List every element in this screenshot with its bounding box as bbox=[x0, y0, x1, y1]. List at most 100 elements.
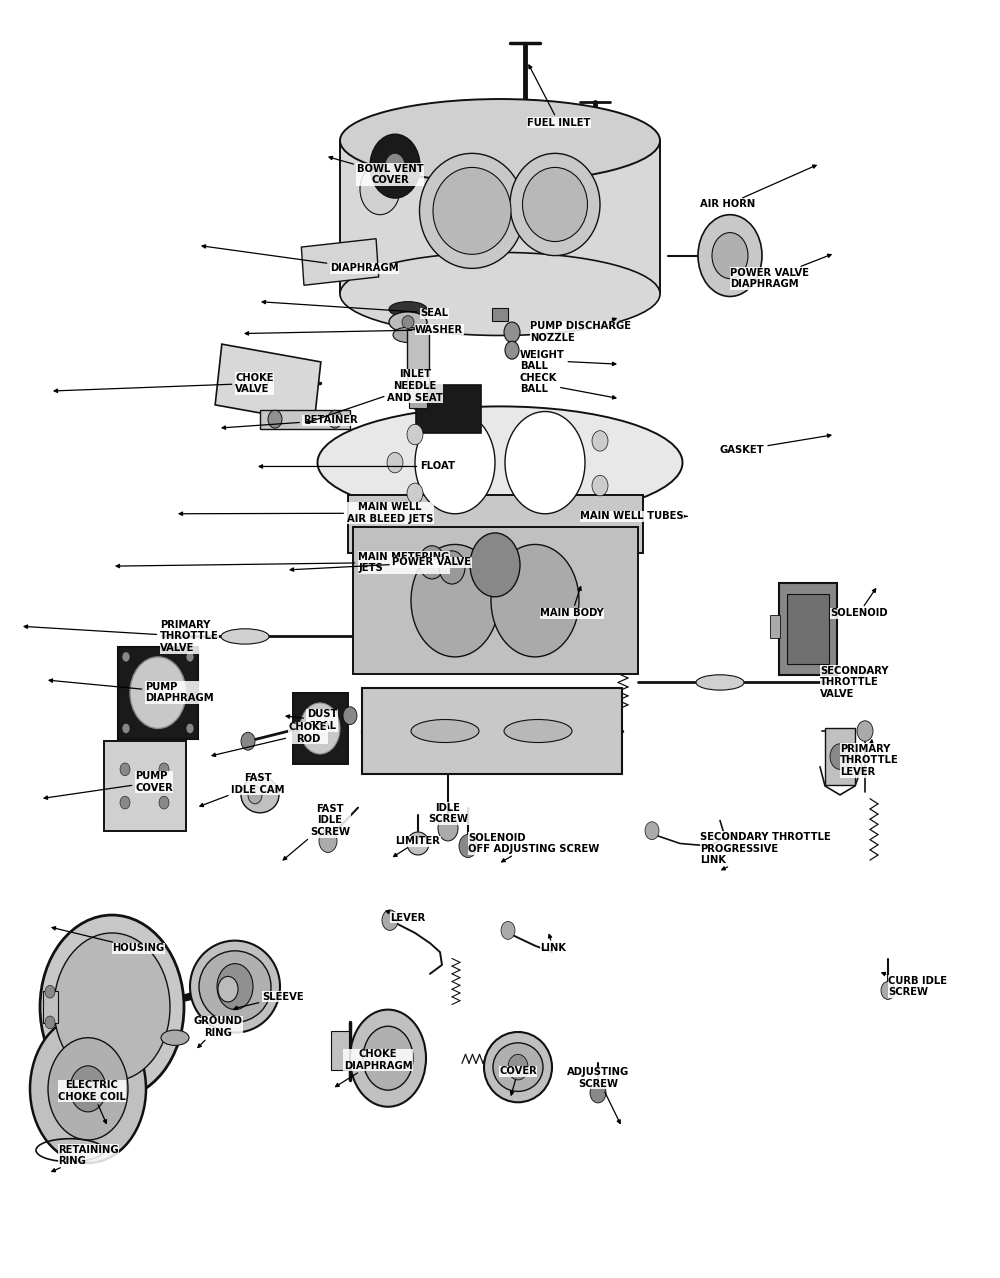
Circle shape bbox=[508, 1054, 528, 1080]
Ellipse shape bbox=[241, 777, 279, 813]
Text: ADJUSTING
SCREW: ADJUSTING SCREW bbox=[567, 1067, 629, 1123]
Circle shape bbox=[130, 657, 186, 728]
Text: CHECK
BALL: CHECK BALL bbox=[520, 373, 616, 399]
Text: PUMP DISCHARGE
NOZZLE: PUMP DISCHARGE NOZZLE bbox=[530, 318, 631, 343]
Text: MAIN WELL TUBES: MAIN WELL TUBES bbox=[580, 511, 687, 521]
Circle shape bbox=[438, 815, 458, 841]
FancyBboxPatch shape bbox=[362, 688, 622, 774]
Circle shape bbox=[217, 964, 253, 1010]
Circle shape bbox=[48, 1038, 128, 1140]
Ellipse shape bbox=[252, 373, 268, 394]
Circle shape bbox=[350, 1010, 426, 1107]
Text: WEIGHT
BALL: WEIGHT BALL bbox=[520, 350, 616, 371]
Text: RETAINER: RETAINER bbox=[222, 415, 357, 429]
Circle shape bbox=[40, 915, 184, 1099]
Text: DUST
SEAL: DUST SEAL bbox=[286, 709, 337, 731]
Text: LIMITER: LIMITER bbox=[394, 836, 440, 856]
Circle shape bbox=[54, 933, 170, 1081]
Ellipse shape bbox=[221, 629, 269, 644]
Ellipse shape bbox=[484, 1033, 552, 1102]
Circle shape bbox=[159, 763, 169, 776]
Circle shape bbox=[504, 322, 520, 343]
Text: GROUND
RING: GROUND RING bbox=[194, 1016, 242, 1048]
Text: FAST
IDLE
SCREW: FAST IDLE SCREW bbox=[283, 804, 350, 860]
Ellipse shape bbox=[420, 153, 524, 268]
Text: POWER VALVE: POWER VALVE bbox=[290, 557, 472, 571]
Ellipse shape bbox=[340, 253, 660, 335]
Ellipse shape bbox=[493, 1043, 543, 1091]
Text: INLET
NEEDLE
AND SEAT: INLET NEEDLE AND SEAT bbox=[306, 369, 443, 423]
Text: MAIN METERING
JETS: MAIN METERING JETS bbox=[116, 552, 449, 573]
Circle shape bbox=[881, 982, 895, 999]
Circle shape bbox=[370, 134, 420, 198]
Text: FLOAT: FLOAT bbox=[259, 461, 455, 472]
Circle shape bbox=[491, 544, 579, 657]
Circle shape bbox=[300, 703, 340, 754]
Text: FAST
IDLE CAM: FAST IDLE CAM bbox=[200, 773, 285, 806]
Circle shape bbox=[328, 410, 342, 428]
Circle shape bbox=[415, 412, 495, 514]
Text: LINK: LINK bbox=[540, 934, 566, 953]
Circle shape bbox=[590, 1082, 606, 1103]
FancyBboxPatch shape bbox=[416, 385, 480, 433]
Ellipse shape bbox=[393, 327, 423, 343]
FancyBboxPatch shape bbox=[492, 308, 508, 321]
FancyBboxPatch shape bbox=[787, 593, 829, 665]
Ellipse shape bbox=[696, 675, 744, 690]
Circle shape bbox=[387, 452, 403, 473]
Circle shape bbox=[382, 910, 398, 930]
Ellipse shape bbox=[389, 302, 427, 317]
Circle shape bbox=[459, 835, 477, 858]
Circle shape bbox=[319, 829, 337, 852]
Circle shape bbox=[501, 921, 515, 939]
FancyBboxPatch shape bbox=[779, 583, 837, 675]
Text: FUEL INLET: FUEL INLET bbox=[527, 65, 590, 128]
Circle shape bbox=[385, 153, 405, 179]
Circle shape bbox=[712, 233, 748, 279]
Text: CHOKE
DIAPHRAGM: CHOKE DIAPHRAGM bbox=[336, 1049, 412, 1086]
Circle shape bbox=[30, 1015, 146, 1163]
FancyBboxPatch shape bbox=[260, 409, 350, 428]
Ellipse shape bbox=[402, 316, 414, 328]
Ellipse shape bbox=[510, 153, 600, 256]
Circle shape bbox=[120, 763, 130, 776]
Circle shape bbox=[439, 551, 465, 584]
Text: SECONDARY THROTTLE
PROGRESSIVE
LINK: SECONDARY THROTTLE PROGRESSIVE LINK bbox=[700, 832, 831, 870]
FancyBboxPatch shape bbox=[215, 344, 321, 423]
Circle shape bbox=[407, 424, 423, 445]
Ellipse shape bbox=[161, 1030, 189, 1045]
Text: SOLENOID
OFF ADJUSTING SCREW: SOLENOID OFF ADJUSTING SCREW bbox=[468, 833, 599, 861]
Circle shape bbox=[360, 164, 400, 215]
Ellipse shape bbox=[411, 720, 479, 743]
Circle shape bbox=[122, 723, 130, 734]
FancyBboxPatch shape bbox=[409, 385, 427, 408]
Text: PUMP
COVER: PUMP COVER bbox=[44, 772, 173, 799]
Circle shape bbox=[645, 822, 659, 840]
Text: LEVER: LEVER bbox=[386, 910, 426, 923]
FancyBboxPatch shape bbox=[825, 728, 855, 785]
Circle shape bbox=[419, 546, 445, 579]
Circle shape bbox=[505, 341, 519, 359]
Circle shape bbox=[218, 976, 238, 1002]
Text: CURB IDLE
SCREW: CURB IDLE SCREW bbox=[882, 973, 947, 997]
Circle shape bbox=[698, 215, 762, 296]
Circle shape bbox=[343, 707, 357, 725]
Circle shape bbox=[45, 1016, 55, 1029]
FancyBboxPatch shape bbox=[407, 328, 429, 399]
Circle shape bbox=[186, 652, 194, 662]
Text: IDLE
SCREW: IDLE SCREW bbox=[428, 803, 468, 824]
Text: HOUSING: HOUSING bbox=[52, 927, 164, 953]
Circle shape bbox=[186, 723, 194, 734]
FancyBboxPatch shape bbox=[348, 495, 643, 552]
FancyBboxPatch shape bbox=[301, 239, 379, 285]
Circle shape bbox=[122, 652, 130, 662]
Text: MAIN WELL
AIR BLEED JETS: MAIN WELL AIR BLEED JETS bbox=[179, 502, 433, 524]
Circle shape bbox=[407, 483, 423, 504]
Text: CHOKE
VALVE: CHOKE VALVE bbox=[54, 373, 274, 394]
Circle shape bbox=[505, 412, 585, 514]
Ellipse shape bbox=[522, 167, 588, 242]
Circle shape bbox=[363, 1026, 413, 1090]
Ellipse shape bbox=[407, 832, 429, 855]
Ellipse shape bbox=[199, 951, 271, 1022]
Text: GASKET: GASKET bbox=[720, 435, 831, 455]
